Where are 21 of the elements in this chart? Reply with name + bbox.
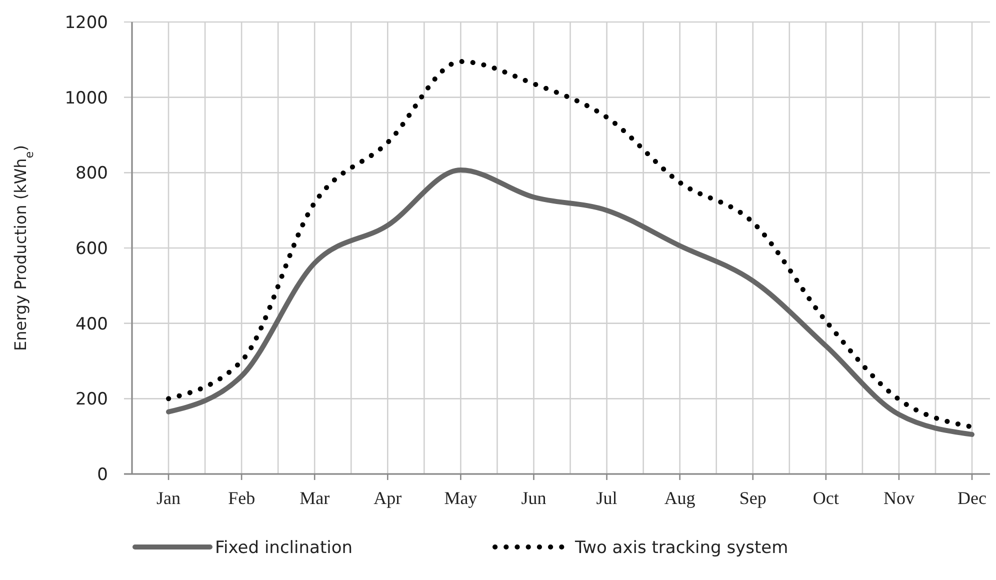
legend-label: Two axis tracking system: [574, 538, 788, 558]
x-tick-label: Oct: [812, 488, 839, 508]
x-tick-label: Feb: [228, 488, 256, 508]
y-tick-label: 600: [76, 238, 108, 259]
x-tick-label: Mar: [300, 488, 330, 508]
y-tick-label: 0: [97, 464, 108, 485]
x-tick-label: Sep: [739, 488, 766, 508]
y-tick-label: 400: [76, 314, 108, 334]
y-tick-label: 1000: [64, 88, 108, 108]
x-tick-label: Nov: [883, 488, 914, 508]
legend-label: Fixed inclination: [215, 538, 353, 558]
x-tick-label: May: [444, 488, 478, 508]
x-tick-label: Aug: [664, 488, 696, 508]
y-tick-label: 1200: [64, 12, 108, 33]
x-tick-label: Jan: [156, 488, 181, 508]
x-tick-label: Jul: [596, 488, 618, 508]
x-tick-label: Dec: [958, 488, 986, 508]
y-tick-label: 800: [76, 164, 108, 184]
y-tick-label: 200: [76, 390, 108, 410]
x-tick-label: Apr: [374, 488, 402, 508]
x-tick-label: Jun: [521, 488, 546, 508]
